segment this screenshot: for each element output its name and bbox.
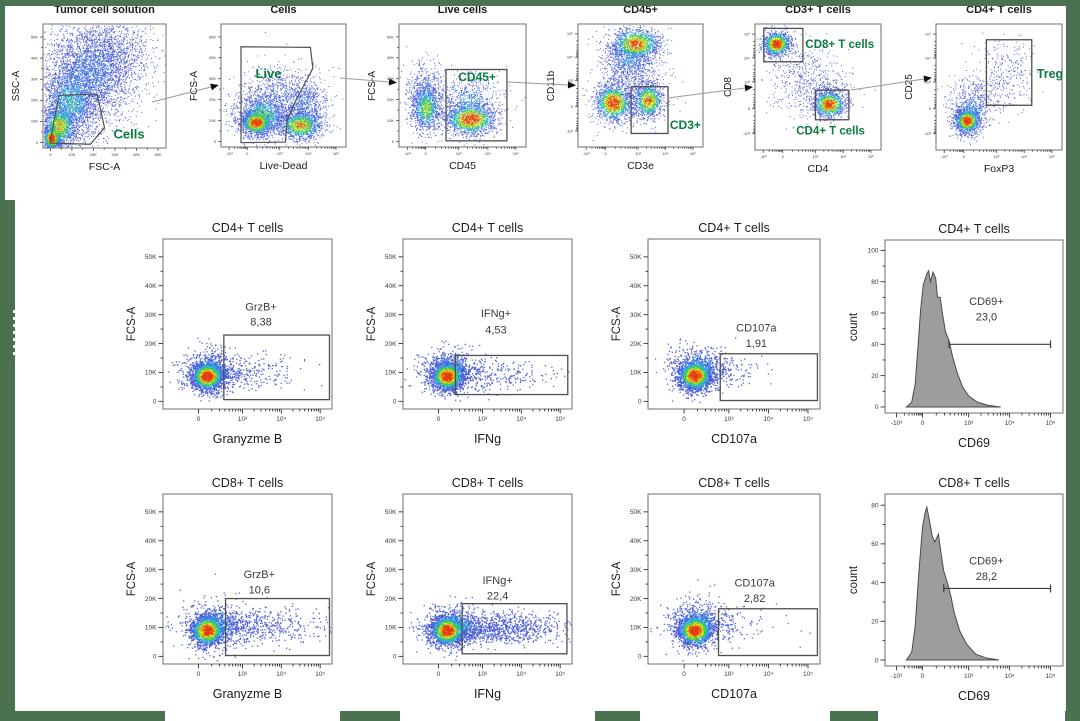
plot-cd8-granzymeb: CD8+ T cells FCS-A 0 10³ 10⁴ 10⁵ 50K 40K 30K 20… <box>126 476 333 701</box>
density-plot-canvas <box>163 239 332 409</box>
x-axis-label: CD107a <box>711 432 757 446</box>
x-axis-label: Live-Dead <box>259 160 308 172</box>
plot-live-cells: Live cells FCS-A -10³ 0 10³ 10⁴ 10⁵ 50K 40K 30K… <box>367 4 527 172</box>
y-axis-label: count <box>848 312 860 341</box>
density-plot-canvas <box>936 24 1062 150</box>
frame-border-top <box>0 0 1080 6</box>
frame-dash <box>13 317 20 320</box>
frame-dash <box>13 331 20 334</box>
frame-dash <box>13 338 20 341</box>
plot-title: CD4+ T cells <box>451 221 524 235</box>
x-axis-label: IFNg <box>473 432 502 446</box>
density-plot-canvas <box>163 494 332 664</box>
plot-title: CD4+ T cells <box>698 221 770 235</box>
density-plot-canvas <box>403 494 572 664</box>
panel-background <box>878 703 1065 721</box>
y-axis-label: CD11b <box>546 70 557 101</box>
y-axis-label: SSC-A <box>11 70 22 102</box>
x-axis-label: CD4 <box>807 163 829 175</box>
density-plot-canvas <box>43 24 166 148</box>
y-axis-label: FCS-A <box>366 561 378 597</box>
plot-title: CD4+ T cells <box>966 4 1032 16</box>
plot-cd8-ifng: CD8+ T cells FCS-A 0 10³ 10⁴ 10⁵ 50K 40K 30K 20… <box>366 476 573 701</box>
x-axis-label: CD107a <box>711 687 757 701</box>
plot-cd4-granzymeb: CD4+ T cells FCS-A 0 10³ 10⁴ 10⁵ 50K 40K 30K 20… <box>126 221 333 446</box>
panel-background <box>165 703 340 721</box>
plot-cd8-cd69-histogram: CD8+ T cells count -10³ 0 10³ 10⁴ 10⁵ 0 20 40 60… <box>848 476 1064 703</box>
plot-title: Tumor cell solution <box>54 4 155 16</box>
plot-title: CD8+ T cells <box>938 476 1010 490</box>
x-axis-label: CD69 <box>958 689 990 703</box>
histogram-canvas <box>885 240 1063 413</box>
y-axis-label: FCS-A <box>611 306 623 342</box>
x-axis-label: FSC-A <box>88 161 121 173</box>
panel-background <box>5 6 1066 200</box>
density-plot-canvas <box>221 24 346 147</box>
y-axis-label: FCS-A <box>611 561 623 597</box>
histogram-canvas <box>885 494 1063 666</box>
plot-cd4-cd107a: CD4+ T cells FCS-A 0 10³ 10⁴ 10⁵ 50K 40K 30K 20… <box>611 221 821 446</box>
plot-title: Cells <box>270 4 297 16</box>
y-axis-label: CD8 <box>723 76 734 98</box>
frame-dash <box>13 352 20 355</box>
y-axis-label: CD25 <box>904 74 915 100</box>
density-plot-canvas <box>403 239 572 409</box>
plot-title: CD8+ T cells <box>211 476 284 490</box>
frame-dash <box>13 324 20 327</box>
y-axis-label: FCS-A <box>126 306 138 342</box>
x-axis-label: CD69 <box>958 436 990 450</box>
plot-cd3-t-cells: CD3+ T cells CD8 -10³ 0 10³ 10⁴ 10⁵ 10⁵ 10⁴ 10³… <box>723 4 882 175</box>
x-axis-label: Granyzme B <box>212 432 283 446</box>
plot-title: CD45+ <box>623 4 658 16</box>
y-axis-label: count <box>848 565 860 595</box>
x-axis-label: CD3e <box>627 160 654 172</box>
x-axis-label: IFNg <box>473 687 502 701</box>
plot-cells: Cells FCS-A -10³ 0 10³ 10⁴ 10⁵ 50K 40K 30K 20K 10… <box>189 4 347 172</box>
frame-dash <box>13 345 20 348</box>
density-plot-canvas <box>648 494 820 664</box>
x-axis-label: Granyzme B <box>212 687 283 701</box>
y-axis-label: FCS-A <box>366 306 378 342</box>
plot-title: CD8+ T cells <box>698 476 770 490</box>
plot-cd45-pos: CD45+ CD11b -10³ 0 10³ 10⁴ 10⁵ 10⁵ 10⁴ 10³ 0 -10³… <box>546 4 704 172</box>
plot-title: CD4+ T cells <box>211 221 284 235</box>
y-axis-label: FCS-A <box>189 70 200 101</box>
density-plot-canvas <box>648 239 820 409</box>
plot-cd4-cd69-histogram: CD4+ T cells count -10³ 0 10³ 10⁴ 10⁵ 0 20 40 60… <box>848 222 1064 450</box>
y-axis-label: FCS-A <box>126 561 138 597</box>
panel-background <box>640 703 830 721</box>
plot-cd8-cd107a: CD8+ T cells FCS-A 0 10³ 10⁴ 10⁵ 50K 40K 30K 20… <box>611 476 821 701</box>
frame-dash <box>13 310 20 313</box>
plot-title: Live cells <box>437 4 488 16</box>
plot-cd4-ifng: CD4+ T cells FCS-A 0 10³ 10⁴ 10⁵ 50K 40K 30K 20… <box>366 221 573 446</box>
density-plot-canvas <box>578 24 703 147</box>
plot-title: CD3+ T cells <box>785 4 851 16</box>
frame-border-right <box>1066 0 1080 721</box>
y-axis-label: FCS-A <box>367 70 378 101</box>
panel-background <box>400 703 595 721</box>
plot-tumor-cell-solution: Tumor cell solution SSC-A 0 10K 20K 30K 40K 5… <box>11 4 167 173</box>
density-plot-canvas <box>399 24 526 147</box>
plot-cd4-t-cells-treg: CD4+ T cells CD25 -10³ 0 10³ 10⁴ 10⁵ 10⁵ 10⁴ 10… <box>904 4 1063 175</box>
plot-title: CD4+ T cells <box>938 222 1010 236</box>
plot-title: CD8+ T cells <box>451 476 524 490</box>
x-axis-label: CD45 <box>449 160 476 172</box>
x-axis-label: FoxP3 <box>983 163 1015 175</box>
density-plot-canvas <box>755 24 881 150</box>
